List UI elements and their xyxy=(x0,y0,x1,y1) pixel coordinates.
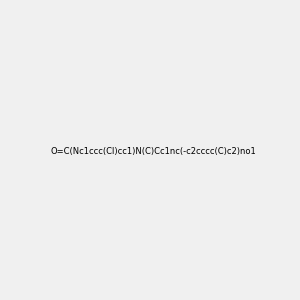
Text: O=C(Nc1ccc(Cl)cc1)N(C)Cc1nc(-c2cccc(C)c2)no1: O=C(Nc1ccc(Cl)cc1)N(C)Cc1nc(-c2cccc(C)c2… xyxy=(51,147,256,156)
